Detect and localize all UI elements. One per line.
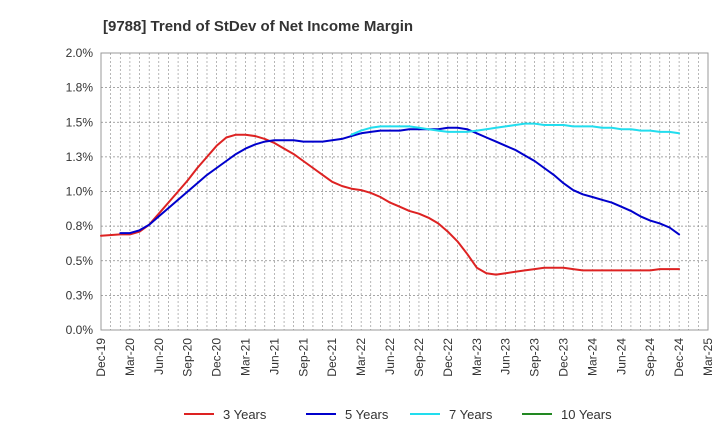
y-axis: 0.0% 0.3% 0.5% 0.8% 1.0% 1.3% 1.5% 1.8% 2.0%	[66, 46, 94, 337]
legend-label-5-years: 5 Years	[345, 407, 389, 422]
x-tick-label: Mar-23	[470, 338, 484, 376]
x-tick-label: Jun-24	[614, 338, 628, 375]
series-line-7-years	[350, 122, 681, 136]
legend-label-7-years: 7 Years	[449, 407, 493, 422]
legend-label-3-years: 3 Years	[223, 407, 267, 422]
y-tick-label: 2.0%	[66, 46, 94, 60]
x-tick-label: Jun-22	[383, 338, 397, 375]
x-tick-label: Dec-22	[441, 338, 455, 377]
x-tick-label: Sep-20	[181, 338, 195, 377]
plot-border	[100, 52, 709, 331]
x-tick-label: Sep-24	[643, 338, 657, 377]
x-tick-label: Mar-22	[354, 338, 368, 376]
y-tick-label: 1.8%	[66, 81, 94, 95]
x-tick-label: Jun-21	[267, 338, 281, 375]
x-tick-label: Jun-20	[152, 338, 166, 375]
x-tick-label: Mar-20	[123, 338, 137, 376]
y-tick-label: 1.5%	[66, 115, 94, 129]
x-tick-label: Dec-19	[94, 338, 108, 377]
x-tick-label: Mar-24	[585, 338, 599, 376]
x-tick-label: Sep-21	[296, 338, 310, 377]
y-tick-label: 1.3%	[66, 150, 94, 164]
grid-lines	[101, 53, 708, 330]
x-tick-label: Mar-25	[701, 338, 715, 376]
legend: 3 Years 5 Years 7 Years 10 Years	[184, 407, 612, 422]
series-line-5-years	[119, 126, 681, 236]
y-tick-label: 0.3%	[66, 288, 94, 302]
x-tick-label: Sep-22	[412, 338, 426, 377]
x-tick-label: Mar-21	[239, 338, 253, 376]
y-tick-label: 0.0%	[66, 323, 94, 337]
series-lines	[100, 122, 681, 276]
plot-area	[100, 52, 709, 331]
x-tick-label: Sep-23	[528, 338, 542, 377]
x-tick-label: Jun-23	[499, 338, 513, 375]
x-tick-label: Dec-20	[210, 338, 224, 377]
x-tick-label: Dec-23	[556, 338, 570, 377]
chart-title: [9788] Trend of StDev of Net Income Marg…	[103, 18, 413, 35]
x-tick-label: Dec-21	[325, 338, 339, 377]
legend-label-10-years: 10 Years	[561, 407, 612, 422]
series-line-3-years	[100, 133, 681, 276]
y-tick-label: 1.0%	[66, 185, 94, 199]
x-axis: Dec-19 Mar-20 Jun-20 Sep-20 Dec-20 Mar-21 Jun-…	[94, 338, 715, 377]
y-tick-label: 0.8%	[66, 219, 94, 233]
x-tick-label: Dec-24	[672, 338, 686, 377]
y-tick-label: 0.5%	[66, 254, 94, 268]
